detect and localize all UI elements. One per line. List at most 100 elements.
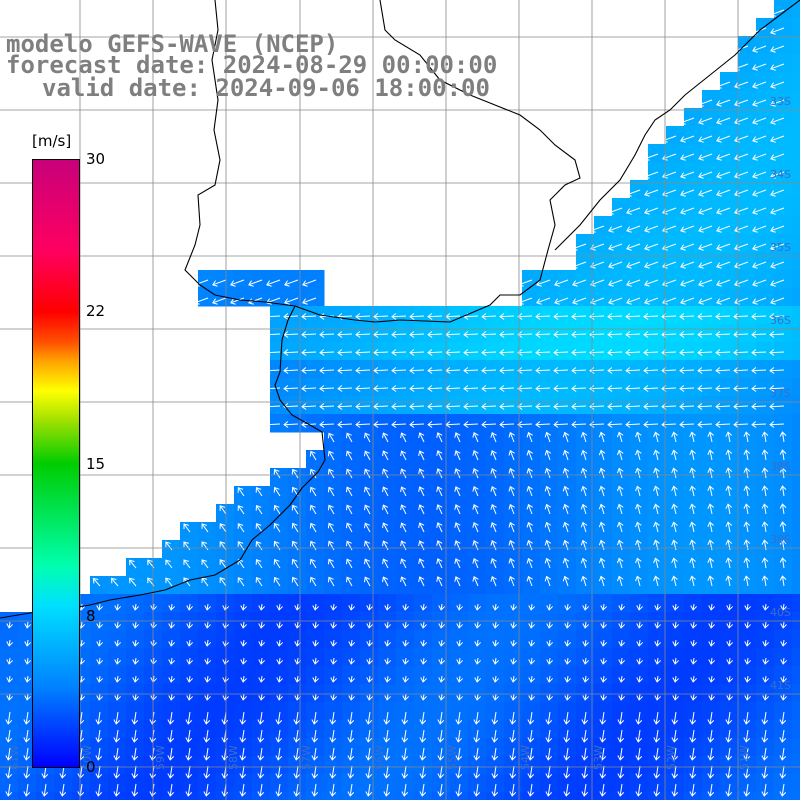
wind-arrow-head bbox=[420, 659, 428, 665]
wind-speed-cell bbox=[324, 378, 343, 397]
wind-arrow bbox=[165, 559, 173, 569]
wind-arrow bbox=[26, 657, 29, 665]
wind-arrow-head bbox=[616, 449, 624, 456]
wind-speed-cell bbox=[666, 432, 685, 451]
wind-arrow bbox=[691, 765, 695, 778]
wind-arrow bbox=[494, 675, 497, 683]
wind-arrow bbox=[692, 693, 695, 701]
wind-arrow-head bbox=[752, 226, 758, 233]
wind-arrow-head bbox=[222, 623, 230, 629]
wind-arrow bbox=[364, 486, 371, 497]
wind-arrow bbox=[679, 387, 695, 390]
wind-speed-cell bbox=[702, 792, 721, 800]
wind-arrow-head bbox=[237, 523, 244, 529]
wind-arrow bbox=[346, 469, 353, 479]
wind-arrow-head bbox=[680, 190, 686, 197]
wind-arrow-head bbox=[273, 486, 280, 493]
wind-arrow-head bbox=[770, 226, 776, 233]
wind-arrow-head bbox=[337, 349, 343, 356]
wind-arrow bbox=[368, 603, 371, 611]
wind-speed-cell bbox=[666, 306, 685, 325]
wind-arrow bbox=[511, 765, 515, 778]
wind-speed-cell bbox=[720, 630, 739, 649]
wind-arrow-head bbox=[402, 659, 410, 665]
wind-arrow bbox=[548, 657, 551, 665]
wind-arrow bbox=[618, 576, 623, 587]
wind-arrow bbox=[274, 541, 281, 551]
wind-arrow-head bbox=[95, 773, 103, 779]
wind-speed-cell bbox=[648, 486, 667, 505]
wind-arrow bbox=[116, 639, 119, 647]
wind-speed-cell bbox=[126, 792, 145, 800]
wind-speed-cell bbox=[522, 666, 541, 685]
wind-arrow bbox=[133, 783, 137, 796]
wind-arrow bbox=[439, 783, 443, 796]
wind-arrow bbox=[248, 279, 263, 286]
wind-speed-cell bbox=[630, 648, 649, 667]
wind-arrow bbox=[752, 189, 767, 196]
wind-speed-cell bbox=[396, 792, 415, 800]
wind-arrow-head bbox=[508, 467, 515, 474]
wind-speed-cell bbox=[18, 738, 37, 757]
wind-arrow bbox=[582, 450, 587, 461]
wind-speed-cell bbox=[666, 144, 685, 163]
wind-arrow-head bbox=[59, 791, 67, 797]
wind-arrow-head bbox=[221, 755, 229, 761]
wind-arrow-head bbox=[337, 403, 343, 410]
wind-speed-cell bbox=[450, 378, 469, 397]
wind-speed-cell bbox=[36, 792, 55, 800]
wind-speed-cell bbox=[558, 720, 577, 739]
lon-label: 51W bbox=[738, 745, 751, 770]
wind-arrow-head bbox=[438, 695, 446, 701]
wind-arrow bbox=[763, 432, 767, 443]
wind-speed-cell bbox=[576, 342, 595, 361]
wind-arrow-head bbox=[564, 659, 572, 665]
wind-speed-cell bbox=[558, 270, 577, 289]
wind-arrow-head bbox=[463, 421, 469, 428]
wind-arrow-head bbox=[311, 719, 319, 725]
wind-arrow-head bbox=[499, 367, 505, 374]
wind-arrow-head bbox=[6, 677, 14, 683]
wind-arrow-head bbox=[553, 421, 559, 428]
wind-speed-cell bbox=[342, 702, 361, 721]
wind-arrow-head bbox=[437, 719, 445, 725]
wind-arrow bbox=[746, 621, 749, 629]
wind-speed-cell bbox=[720, 450, 739, 469]
wind-arrow-head bbox=[751, 385, 757, 392]
wind-arrow bbox=[680, 117, 695, 124]
wind-speed-cell bbox=[468, 774, 487, 793]
wind-arrow bbox=[260, 621, 263, 629]
wind-arrow bbox=[401, 522, 407, 533]
wind-speed-cell bbox=[774, 756, 793, 775]
wind-speed-cell bbox=[90, 630, 109, 649]
wind-arrow-head bbox=[698, 172, 704, 179]
wind-arrow bbox=[134, 621, 137, 629]
wind-arrow bbox=[636, 432, 641, 443]
wind-arrow bbox=[680, 153, 695, 160]
wind-arrow-head bbox=[689, 737, 697, 743]
wind-arrow-head bbox=[581, 791, 589, 797]
wind-arrow-head bbox=[653, 449, 660, 456]
wind-arrow-head bbox=[654, 623, 662, 629]
wind-speed-cell bbox=[684, 540, 703, 559]
wind-speed-cell bbox=[396, 378, 415, 397]
wind-arrow bbox=[401, 558, 407, 569]
wind-speed-cell bbox=[648, 738, 667, 757]
wind-arrow-head bbox=[355, 385, 361, 392]
wind-arrow bbox=[636, 504, 641, 515]
wind-arrow-head bbox=[653, 431, 660, 438]
wind-arrow bbox=[535, 387, 551, 390]
wind-arrow-head bbox=[418, 450, 425, 457]
wind-speed-cell bbox=[234, 738, 253, 757]
wind-arrow-head bbox=[402, 605, 410, 611]
wind-arrow-head bbox=[401, 791, 409, 797]
wind-arrow bbox=[763, 783, 767, 796]
wind-arrow-head bbox=[454, 558, 461, 564]
wind-speed-cell bbox=[252, 288, 271, 307]
wind-arrow-head bbox=[221, 791, 229, 797]
wind-arrow bbox=[709, 468, 713, 479]
wind-arrow-head bbox=[562, 467, 570, 474]
wind-arrow-head bbox=[330, 695, 338, 701]
wind-arrow bbox=[673, 432, 677, 443]
wind-arrow bbox=[259, 747, 263, 760]
